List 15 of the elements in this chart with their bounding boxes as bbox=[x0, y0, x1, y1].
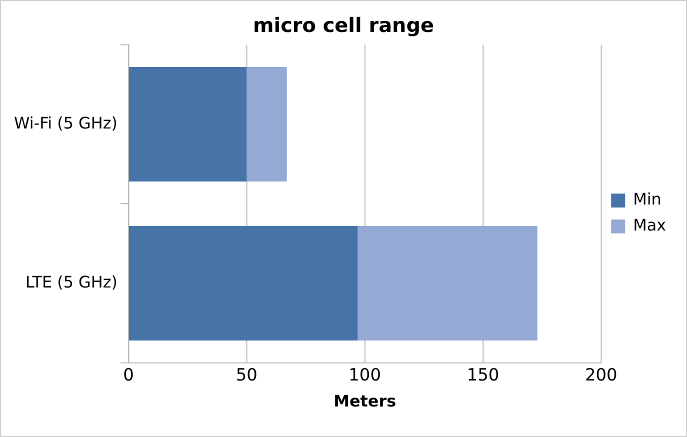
bar bbox=[128, 67, 247, 182]
bar bbox=[246, 67, 287, 182]
bar bbox=[358, 226, 538, 340]
x-axis-title: Meters bbox=[334, 392, 396, 411]
x-tick-label: 0 bbox=[123, 364, 134, 384]
bar bbox=[128, 226, 358, 340]
legend-label: Min bbox=[633, 190, 662, 209]
x-tick-label: 150 bbox=[466, 364, 500, 384]
y-tick-label: Wi-Fi (5 GHz) bbox=[14, 113, 118, 132]
legend-label: Max bbox=[633, 216, 666, 235]
y-tick-label: LTE (5 GHz) bbox=[26, 272, 118, 292]
x-tick-label: 100 bbox=[348, 364, 381, 384]
x-tick-label: 50 bbox=[236, 364, 258, 384]
x-tick-label: 200 bbox=[585, 364, 618, 384]
chart-title: micro cell range bbox=[253, 14, 434, 38]
